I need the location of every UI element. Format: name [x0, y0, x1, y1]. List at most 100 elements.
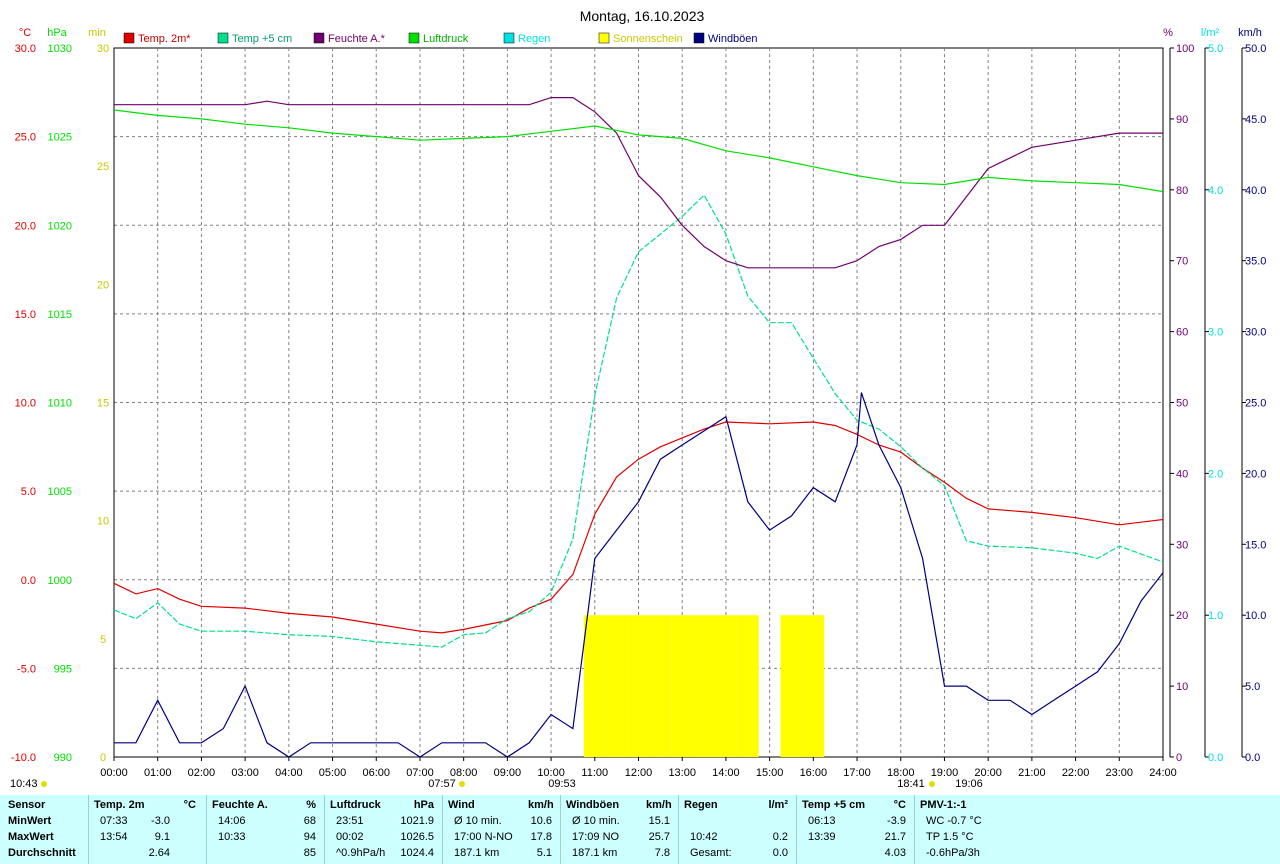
wind-tick-label: 10.0 — [1245, 610, 1266, 622]
stats-header: Sensor — [8, 799, 46, 811]
x-tick-label: 05:00 — [319, 767, 347, 779]
temp-tick-label: 30.0 — [15, 43, 36, 55]
x-tick-label: 23:00 — [1106, 767, 1134, 779]
stats-header: Regen — [684, 799, 718, 811]
temp-tick-label: 0.0 — [21, 575, 36, 587]
stats-header: Temp. 2m — [94, 799, 145, 811]
temp-tick-label: -10.0 — [11, 752, 36, 764]
stats-cell-value: 1024.4 — [400, 847, 434, 859]
sunshine-tick-label: 25 — [97, 161, 109, 173]
x-tick-label: 04:00 — [275, 767, 303, 779]
sunrise-marker-icon — [459, 781, 465, 787]
sunshine-bar — [649, 615, 672, 757]
series-line-windb-en — [114, 392, 1164, 758]
stats-header: Wind — [448, 799, 475, 811]
temp-tick-label: 20.0 — [15, 220, 36, 232]
sunset-right-label: 19:06 — [955, 778, 983, 790]
humidity-tick-label: 100 — [1176, 43, 1194, 55]
rain-tick-label: 1.0 — [1208, 610, 1223, 622]
x-tick-label: 12:00 — [625, 767, 653, 779]
stats-cell-value: 85 — [303, 847, 316, 859]
temp-tick-label: 15.0 — [15, 309, 36, 321]
wind-tick-label: 50.0 — [1245, 43, 1266, 55]
humidity-tick-label: 80 — [1176, 185, 1188, 197]
stats-cell-value: -3.0 — [151, 815, 170, 827]
sunrise-label: 07:57 — [428, 778, 456, 790]
stats-cell-label: MinWert — [8, 815, 52, 827]
temp-tick-label: 10.0 — [15, 398, 36, 410]
wind-unit: km/h — [1238, 27, 1262, 39]
rain-start-label: 09:53 — [548, 778, 576, 790]
x-tick-label: 20:00 — [974, 767, 1002, 779]
legend-label: Feuchte A.* — [328, 33, 386, 45]
legend: Temp. 2m* Temp +5 cm Feuchte A.* Luftdruck R… — [123, 32, 758, 45]
x-tick-label: 02:00 — [188, 767, 216, 779]
legend-label: Sonnenschein — [613, 33, 683, 45]
x-tick-label: 10:00 — [537, 767, 565, 779]
stats-unit: km/h — [528, 799, 554, 811]
sunshine-tick-label: 5 — [100, 634, 106, 646]
rain-tick-label: 5.0 — [1208, 43, 1223, 55]
humidity-tick-label: 70 — [1176, 256, 1188, 268]
x-tick-label: 13:00 — [668, 767, 696, 779]
wind-tick-label: 20.0 — [1245, 468, 1266, 480]
humidity-tick-label: 60 — [1176, 327, 1188, 339]
chart-title: Montag, 16.10.2023 — [580, 8, 705, 24]
stats-separator — [88, 795, 89, 864]
sunshine-bar — [736, 615, 759, 757]
wind-tick-label: 15.0 — [1245, 539, 1266, 551]
stats-cell-value: 25.7 — [648, 831, 670, 843]
stats-cell-value: 1026.5 — [400, 831, 434, 843]
stats-cell-value: -3.9 — [887, 815, 906, 827]
pressure-unit: hPa — [47, 27, 67, 39]
stats-separator — [206, 795, 207, 864]
sunshine-tick-label: 10 — [97, 516, 109, 528]
x-tick-label: 11:00 — [581, 767, 608, 779]
sunshine-tick-label: 20 — [97, 279, 109, 291]
temp-tick-label: -5.0 — [17, 663, 36, 675]
stats-cell-label: 17:09 NO — [572, 831, 620, 843]
legend-swatch — [598, 32, 610, 44]
stats-unit: km/h — [646, 799, 672, 811]
stats-separator — [678, 795, 679, 864]
pressure-tick-label: 995 — [54, 663, 72, 675]
stats-cell-value: 1021.9 — [400, 815, 434, 827]
stats-unit: hPa — [413, 799, 434, 811]
sunshine-bars — [583, 615, 825, 757]
stats-separator — [442, 795, 443, 864]
x-tick-label: 22:00 — [1062, 767, 1090, 779]
wind-tick-label: 30.0 — [1245, 327, 1266, 339]
pressure-tick-label: 1020 — [48, 220, 72, 232]
stats-header: Luftdruck — [330, 799, 381, 811]
stats-cell-value: 5.1 — [536, 847, 552, 859]
stats-cell-value: 0.2 — [772, 831, 788, 843]
sunshine-bar — [802, 615, 825, 757]
rain-unit: l/m² — [1201, 27, 1220, 39]
stats-cell-value: 21.7 — [884, 831, 906, 843]
sunshine-unit: min — [88, 27, 106, 39]
sunshine-tick-label: 0 — [100, 752, 106, 764]
sunshine-tick-label: 15 — [97, 398, 109, 410]
stats-unit: % — [306, 799, 316, 811]
pressure-tick-label: 1025 — [48, 132, 72, 144]
stats-separator — [324, 795, 325, 864]
pressure-tick-label: 1005 — [48, 486, 72, 498]
wind-tick-label: 35.0 — [1245, 256, 1266, 268]
legend-swatch — [123, 32, 135, 44]
series-line-temp-5-cm — [113, 194, 1164, 648]
grid — [113, 47, 1164, 758]
sunshine-bar — [605, 615, 628, 757]
x-tick-label: 16:00 — [800, 767, 828, 779]
stats-cell-label: WC -0.7 °C — [926, 815, 982, 827]
series-line-feuchte-a- — [114, 97, 1163, 269]
stats-cell-label: 23:51 — [336, 815, 364, 827]
x-tick-label: 15:00 — [756, 767, 784, 779]
series-line-luftdruck — [113, 109, 1164, 193]
pressure-tick-label: 1010 — [48, 398, 72, 410]
wind-tick-label: 40.0 — [1245, 185, 1266, 197]
stats-cell-label: 187.1 km — [454, 847, 500, 859]
stats-cell-label: 187.1 km — [572, 847, 618, 859]
stats-header: Temp +5 cm — [802, 799, 866, 811]
pressure-tick-label: 990 — [54, 752, 72, 764]
x-tick-label: 08:00 — [450, 767, 478, 779]
